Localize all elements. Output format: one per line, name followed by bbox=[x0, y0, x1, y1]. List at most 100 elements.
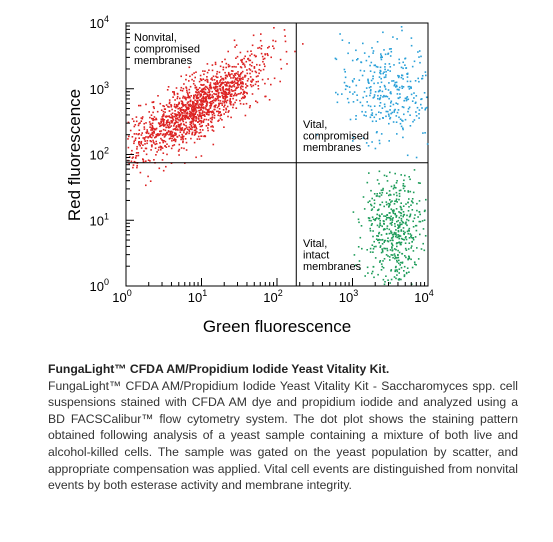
scatter-point bbox=[373, 71, 376, 74]
scatter-point bbox=[389, 116, 392, 119]
scatter-point bbox=[339, 33, 341, 35]
scatter-point bbox=[379, 239, 381, 241]
scatter-point bbox=[403, 113, 405, 116]
scatter-point bbox=[174, 113, 177, 116]
scatter-point bbox=[415, 111, 417, 113]
scatter-point bbox=[385, 203, 388, 206]
scatter-point bbox=[396, 259, 398, 262]
scatter-point bbox=[224, 81, 227, 83]
scatter-point bbox=[227, 115, 229, 118]
scatter-point bbox=[233, 80, 236, 83]
quadrant-label-line: membranes bbox=[303, 142, 362, 154]
scatter-point bbox=[192, 102, 194, 105]
scatter-point bbox=[403, 265, 406, 268]
scatter-point bbox=[244, 91, 246, 93]
scatter-point bbox=[152, 118, 154, 120]
scatter-point bbox=[206, 87, 209, 90]
scatter-point bbox=[400, 212, 403, 215]
scatter-point bbox=[151, 126, 154, 128]
scatter-point bbox=[398, 195, 401, 197]
scatter-point bbox=[168, 121, 170, 124]
scatter-point bbox=[197, 91, 200, 93]
scatter-point bbox=[341, 39, 344, 41]
scatter-point bbox=[202, 78, 205, 80]
scatter-point bbox=[365, 115, 367, 117]
scatter-point bbox=[177, 107, 179, 110]
scatter-point bbox=[230, 95, 233, 97]
scatter-point bbox=[182, 137, 184, 139]
scatter-point bbox=[383, 241, 385, 243]
scatter-point bbox=[236, 81, 239, 84]
scatter-point bbox=[202, 84, 204, 86]
scatter-point bbox=[185, 98, 187, 101]
scatter-point bbox=[396, 180, 398, 182]
scatter-point bbox=[142, 144, 144, 146]
scatter-point bbox=[392, 121, 395, 123]
scatter-point bbox=[244, 55, 246, 58]
scatter-point bbox=[169, 122, 171, 125]
scatter-point bbox=[229, 81, 232, 84]
scatter-point bbox=[205, 98, 207, 101]
scatter-point bbox=[180, 111, 183, 114]
scatter-point bbox=[387, 202, 390, 205]
scatter-point bbox=[367, 104, 370, 107]
scatter-point bbox=[187, 103, 190, 106]
scatter-point bbox=[205, 93, 208, 95]
scatter-point bbox=[220, 79, 222, 81]
scatter-point bbox=[405, 223, 407, 225]
scatter-point bbox=[193, 129, 196, 132]
scatter-point bbox=[413, 169, 416, 171]
scatter-point bbox=[362, 42, 364, 45]
scatter-point bbox=[128, 135, 130, 138]
scatter-point bbox=[213, 83, 216, 85]
scatter-point bbox=[205, 102, 208, 105]
scatter-point bbox=[181, 133, 183, 136]
scatter-point bbox=[217, 110, 220, 113]
scatter-point bbox=[388, 232, 391, 235]
scatter-point bbox=[416, 247, 418, 249]
scatter-point bbox=[234, 89, 237, 91]
scatter-point bbox=[181, 112, 184, 114]
scatter-point bbox=[387, 255, 389, 257]
scatter-point bbox=[182, 105, 184, 107]
scatter-point bbox=[395, 235, 397, 238]
scatter-point bbox=[176, 104, 178, 106]
scatter-point bbox=[401, 252, 403, 255]
scatter-point bbox=[250, 65, 253, 67]
scatter-point bbox=[157, 122, 160, 124]
scatter-point bbox=[133, 140, 135, 143]
scatter-point bbox=[165, 134, 167, 136]
scatter-point bbox=[399, 93, 401, 95]
scatter-point bbox=[364, 111, 367, 113]
scatter-point bbox=[149, 136, 151, 138]
scatter-point bbox=[260, 69, 262, 72]
scatter-point bbox=[379, 70, 382, 72]
scatter-point bbox=[176, 95, 179, 98]
scatter-point bbox=[395, 208, 398, 210]
scatter-point bbox=[205, 100, 208, 102]
scatter-point bbox=[363, 70, 366, 72]
scatter-point bbox=[180, 75, 182, 78]
scatter-point bbox=[179, 97, 181, 100]
scatter-point bbox=[214, 61, 217, 64]
scatter-point bbox=[167, 119, 169, 121]
scatter-point bbox=[417, 51, 419, 53]
scatter-point bbox=[198, 103, 200, 105]
scatter-point bbox=[421, 75, 424, 77]
scatter-point bbox=[267, 54, 269, 57]
scatter-point bbox=[400, 217, 403, 220]
scatter-point bbox=[370, 209, 373, 211]
scatter-point bbox=[395, 198, 398, 200]
scatter-point bbox=[390, 201, 392, 203]
scatter-point bbox=[137, 152, 140, 154]
scatter-point bbox=[210, 103, 212, 106]
scatter-point bbox=[165, 146, 168, 148]
scatter-point bbox=[356, 59, 358, 61]
scatter-point bbox=[378, 90, 381, 92]
scatter-point bbox=[396, 38, 398, 40]
scatter-point bbox=[196, 94, 199, 97]
scatter-point bbox=[396, 88, 399, 91]
scatter-point bbox=[377, 94, 379, 97]
scatter-point bbox=[168, 138, 171, 140]
scatter-point bbox=[414, 263, 416, 265]
